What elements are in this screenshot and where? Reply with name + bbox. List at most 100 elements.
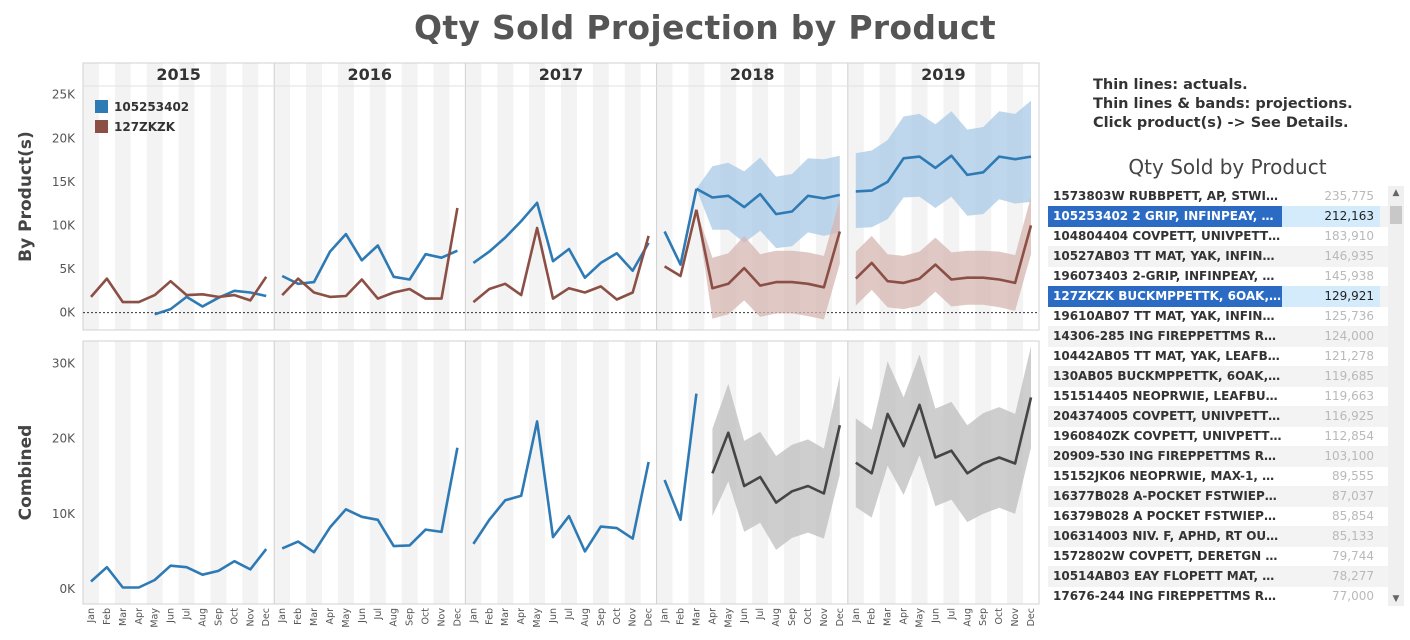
product-row[interactable]: 19610AB07 TT MAT, YAK, INFINPE... 125,736 xyxy=(1048,306,1388,327)
month-stripe xyxy=(497,63,514,330)
month-tick-label: Sep xyxy=(787,608,798,626)
month-tick-label: Mar xyxy=(309,608,320,626)
panel-border xyxy=(82,62,1040,331)
product-row[interactable]: 16379B028 A POCKET FSTWIEPET... 85,854 xyxy=(1048,506,1388,527)
year-header: 2015 xyxy=(156,65,201,84)
product-row[interactable]: 14306-285 ING FIREPPETTMS REC... 124,000 xyxy=(1048,326,1388,347)
month-stripe xyxy=(242,63,259,330)
product-row[interactable]: 106314003 NIV. F, APHD, RT OUTF... 85,133 xyxy=(1048,526,1388,547)
product-name: 196073403 2-GRIP, INFINPEAY, MR... xyxy=(1053,269,1282,283)
month-tick-label: Nov xyxy=(245,608,256,627)
month-tick-label: May xyxy=(915,608,926,628)
month-tick-label: Jan xyxy=(851,608,862,624)
note-line: Thin lines: actuals. xyxy=(1093,77,1248,93)
product-row[interactable]: 196073403 2-GRIP, INFINPEAY, MR... 145,93… xyxy=(1048,266,1388,287)
month-stripe xyxy=(656,63,673,330)
projection-chart[interactable]: 0K 5K 10K 15K 20K 25K By Product(s) 0K 10K 20K 30K… xyxy=(0,0,1040,640)
product-row[interactable]: 10442AB05 TT MAT, YAK, LEAFBU,... 121,278 xyxy=(1048,346,1388,367)
month-tick-label: Feb xyxy=(676,608,687,625)
month-tick-label: Jun xyxy=(166,608,177,624)
month-tick-label: Jan xyxy=(660,608,671,624)
projection-band xyxy=(712,375,840,550)
scroll-up-icon[interactable]: ▲ xyxy=(1392,188,1400,198)
product-row[interactable]: 15152JK06 NEOPRWIE, MAX-1, RT ... 89,555 xyxy=(1048,466,1388,487)
y-tick-label: 30K xyxy=(52,357,76,371)
month-tick-label: Jul xyxy=(182,608,193,620)
product-qty: 121,278 xyxy=(1324,349,1374,363)
month-stripe xyxy=(114,63,131,330)
product-row[interactable]: 104804404 COVPETT, UNIVPETTPE... 183,910 xyxy=(1048,226,1388,247)
month-stripe xyxy=(274,63,291,330)
note-line: Click product(s) -> See Details. xyxy=(1093,115,1349,131)
projection-line xyxy=(711,424,842,504)
product-row[interactable]: 151514405 NEOPRWIE, LEAFBU, PI... 119,663 xyxy=(1048,386,1388,407)
product-name: 16379B028 A POCKET FSTWIEPET... xyxy=(1053,509,1282,523)
scroll-down-icon[interactable]: ▼ xyxy=(1392,594,1400,604)
product-qty: 119,663 xyxy=(1324,389,1374,403)
month-stripe xyxy=(433,63,450,330)
product-row[interactable]: 10514AB03 EAY FLOPETT MAT, AP... 78,277 xyxy=(1048,566,1388,587)
actual-line xyxy=(663,393,698,522)
product-qty: 89,555 xyxy=(1332,469,1374,483)
month-stripe xyxy=(497,341,514,604)
product-qty: 79,744 xyxy=(1332,549,1374,563)
month-stripe xyxy=(401,63,418,330)
product-row[interactable]: 17676-244 ING FIREPPETTMS REC... 77,000 xyxy=(1048,586,1388,607)
projection-band xyxy=(696,155,840,249)
product-qty: 146,935 xyxy=(1324,249,1374,263)
product-row[interactable]: 16377B028 A-POCKET FSTWIEPET... 87,037 xyxy=(1048,486,1388,507)
year-header: 2018 xyxy=(730,65,775,84)
product-row[interactable]: 204374005 COVPETT, UNIVPETTPE... 116,925 xyxy=(1048,406,1388,427)
product-row[interactable]: 20909-530 ING FIREPPETTMS REC... 103,100 xyxy=(1048,446,1388,467)
month-tick-label: Aug xyxy=(389,608,400,627)
month-tick-label: Aug xyxy=(962,608,973,627)
y-tick-label: 10K xyxy=(52,218,76,232)
actual-line xyxy=(663,188,698,266)
product-row[interactable]: 127ZKZK BUCKMPPETTK, 6OAK, ... 129,921 xyxy=(1048,286,1388,307)
month-tick-label: Oct xyxy=(803,608,814,625)
month-tick-label: May xyxy=(532,608,543,628)
y-tick-label: 20K xyxy=(52,432,76,446)
product-name: 16377B028 A-POCKET FSTWIEPET... xyxy=(1053,489,1282,503)
y-tick-label: 0K xyxy=(59,306,76,320)
month-stripe xyxy=(561,63,577,330)
month-tick-label: Dec xyxy=(261,608,272,626)
product-name: 130AB05 BUCKMPPETTK, 6OAK, P... xyxy=(1053,369,1282,383)
month-tick-label: Oct xyxy=(612,608,623,625)
month-tick-label: Nov xyxy=(819,608,830,627)
month-stripe xyxy=(146,63,163,330)
scroll-thumb[interactable] xyxy=(1390,206,1402,224)
month-tick-label: Oct xyxy=(421,608,432,625)
actual-line xyxy=(154,289,267,316)
product-row[interactable]: 1573803W RUBBPETT, AP, STWIE, ... 235,775 xyxy=(1048,186,1388,207)
month-stripe xyxy=(210,341,227,604)
product-qty: 212,163 xyxy=(1282,206,1380,227)
product-row[interactable]: 1572802W COVPETT, DERETGN F, ... 79,744 xyxy=(1048,546,1388,567)
product-name: 1573803W RUBBPETT, AP, STWIE, ... xyxy=(1053,189,1282,203)
month-stripe xyxy=(274,341,291,604)
product-row[interactable]: 130AB05 BUCKMPPETTK, 6OAK, P... 119,685 xyxy=(1048,366,1388,387)
month-stripe xyxy=(242,341,259,604)
product-name: 10442AB05 TT MAT, YAK, LEAFBU,... xyxy=(1053,349,1282,363)
actual-line xyxy=(472,201,650,280)
product-qty: 112,854 xyxy=(1324,429,1374,443)
page-title: Qty Sold Projection by Product xyxy=(413,8,997,47)
month-tick-label: Mar xyxy=(500,608,511,626)
month-tick-label: Oct xyxy=(994,608,1005,625)
product-qty: 85,854 xyxy=(1332,509,1374,523)
month-tick-label: Apr xyxy=(899,608,910,625)
projection-band xyxy=(696,199,840,320)
product-name: 151514405 NEOPRWIE, LEAFBU, PI... xyxy=(1053,389,1282,403)
actual-line xyxy=(663,209,698,278)
product-row[interactable]: 1960840ZK COVPETT, UNIVPETTP... 112,854 xyxy=(1048,426,1388,447)
product-row[interactable]: 105253402 2 GRIP, INFINPEAY, ST... 212,16… xyxy=(1048,206,1388,227)
product-name: 204374005 COVPETT, UNIVPETTPE... xyxy=(1053,409,1282,423)
product-list[interactable]: 1573803W RUBBPETT, AP, STWIE, ... 235,775… xyxy=(1048,186,1404,606)
projection-line xyxy=(695,187,841,216)
scrollbar[interactable]: ▲ ▼ xyxy=(1388,186,1404,606)
product-name: 14306-285 ING FIREPPETTMS REC... xyxy=(1053,329,1282,343)
product-name: 1960840ZK COVPETT, UNIVPETTP... xyxy=(1053,429,1282,443)
month-stripe xyxy=(401,341,418,604)
month-stripe xyxy=(529,341,546,604)
product-row[interactable]: 10527AB03 TT MAT, YAK, INFINPE... 146,935 xyxy=(1048,246,1388,267)
